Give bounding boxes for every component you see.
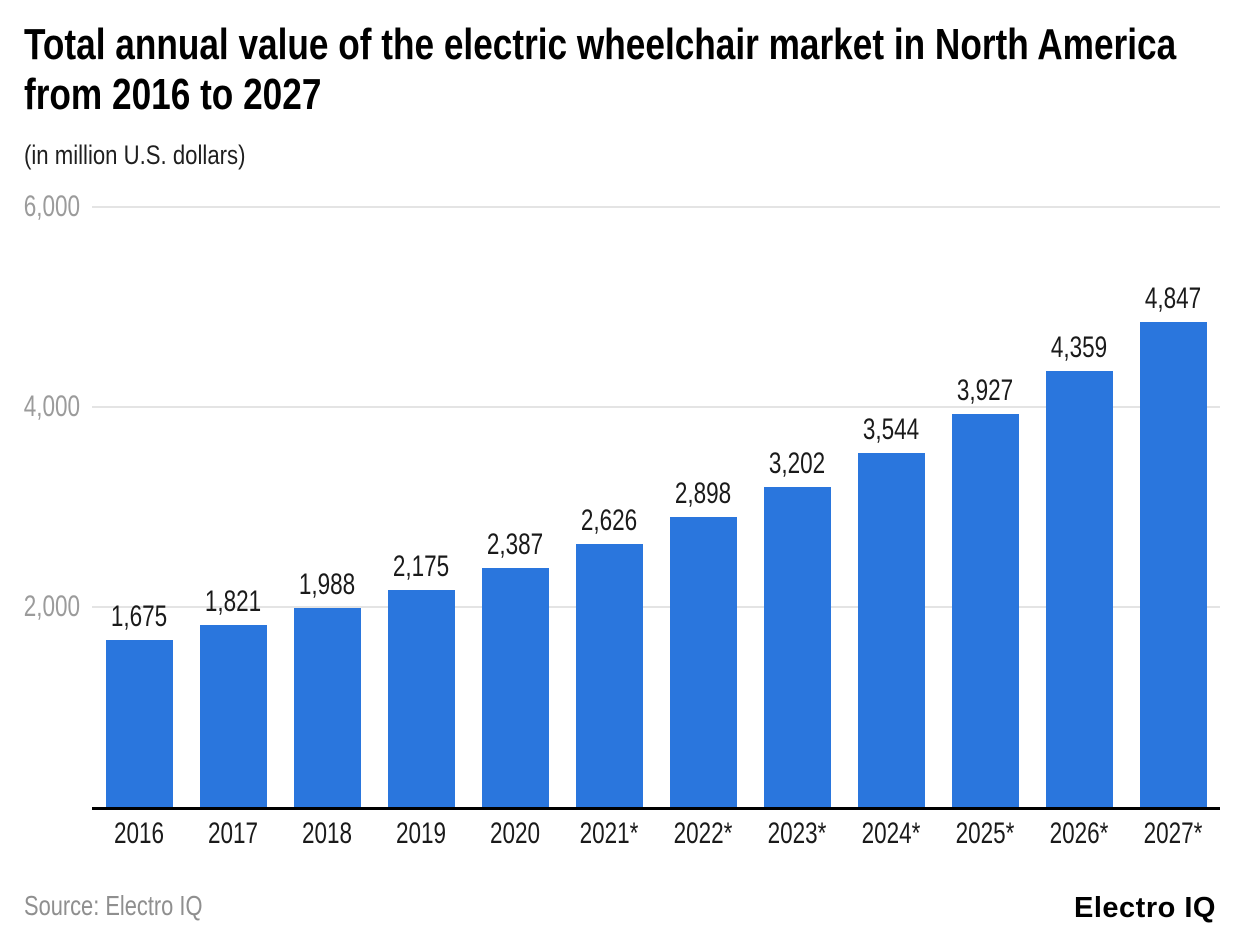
- bar-value-label: 3,927: [956, 374, 1014, 408]
- gridline: [92, 406, 1220, 408]
- x-axis-tick-label: 2018: [301, 817, 353, 850]
- bar: [105, 639, 173, 807]
- bar: [857, 452, 925, 807]
- bar-value-label: 1,988: [298, 568, 356, 602]
- x-axis-tick-label: 2017: [207, 817, 259, 850]
- bar: [387, 589, 455, 807]
- x-axis-tick-label: 2021*: [579, 817, 639, 850]
- x-axis-tick-label: 2024*: [861, 817, 921, 850]
- x-axis-tick-label: 2025*: [955, 817, 1015, 850]
- bar: [951, 414, 1019, 807]
- bar: [763, 486, 831, 807]
- y-axis-tick-label: 6,000: [23, 190, 80, 223]
- gridline: [92, 206, 1220, 208]
- bar-value-label: 3,202: [768, 446, 826, 480]
- bar: [575, 544, 643, 807]
- x-axis-tick-label: 2023*: [767, 817, 827, 850]
- gridline: [92, 606, 1220, 608]
- bar-value-label: 1,821: [204, 584, 262, 618]
- x-axis-line: [92, 807, 1220, 810]
- x-axis-tick-label: 2026*: [1049, 817, 1109, 850]
- bar-value-label: 4,847: [1144, 282, 1202, 316]
- bar: [199, 624, 267, 807]
- bar: [481, 568, 549, 807]
- bar-value-label: 3,544: [862, 412, 920, 446]
- x-axis-tick-label: 2016: [113, 817, 165, 850]
- bar: [669, 517, 737, 807]
- bar-value-label: 4,359: [1050, 331, 1108, 365]
- bar: [1139, 322, 1207, 807]
- y-axis-tick-label: 4,000: [23, 390, 80, 423]
- chart-title: Total annual value of the electric wheel…: [24, 20, 1177, 119]
- bar: [293, 608, 361, 807]
- bar: [1045, 371, 1113, 807]
- bar-value-label: 2,175: [392, 549, 450, 583]
- bar-value-label: 2,387: [486, 528, 544, 562]
- bar-value-label: 2,626: [580, 504, 638, 538]
- x-axis-tick-label: 2019: [395, 817, 447, 850]
- brand-logo: Electro IQ: [1074, 892, 1216, 924]
- bar-value-label: 1,675: [110, 599, 168, 633]
- y-axis-tick-label: 2,000: [23, 590, 80, 623]
- x-axis-tick-label: 2020: [489, 817, 541, 850]
- x-axis-tick-label: 2027*: [1143, 817, 1203, 850]
- source-text: Source: Electro IQ: [24, 890, 203, 921]
- chart-subtitle: (in million U.S. dollars): [24, 140, 246, 170]
- bar-value-label: 2,898: [674, 477, 732, 511]
- x-axis-tick-label: 2022*: [673, 817, 733, 850]
